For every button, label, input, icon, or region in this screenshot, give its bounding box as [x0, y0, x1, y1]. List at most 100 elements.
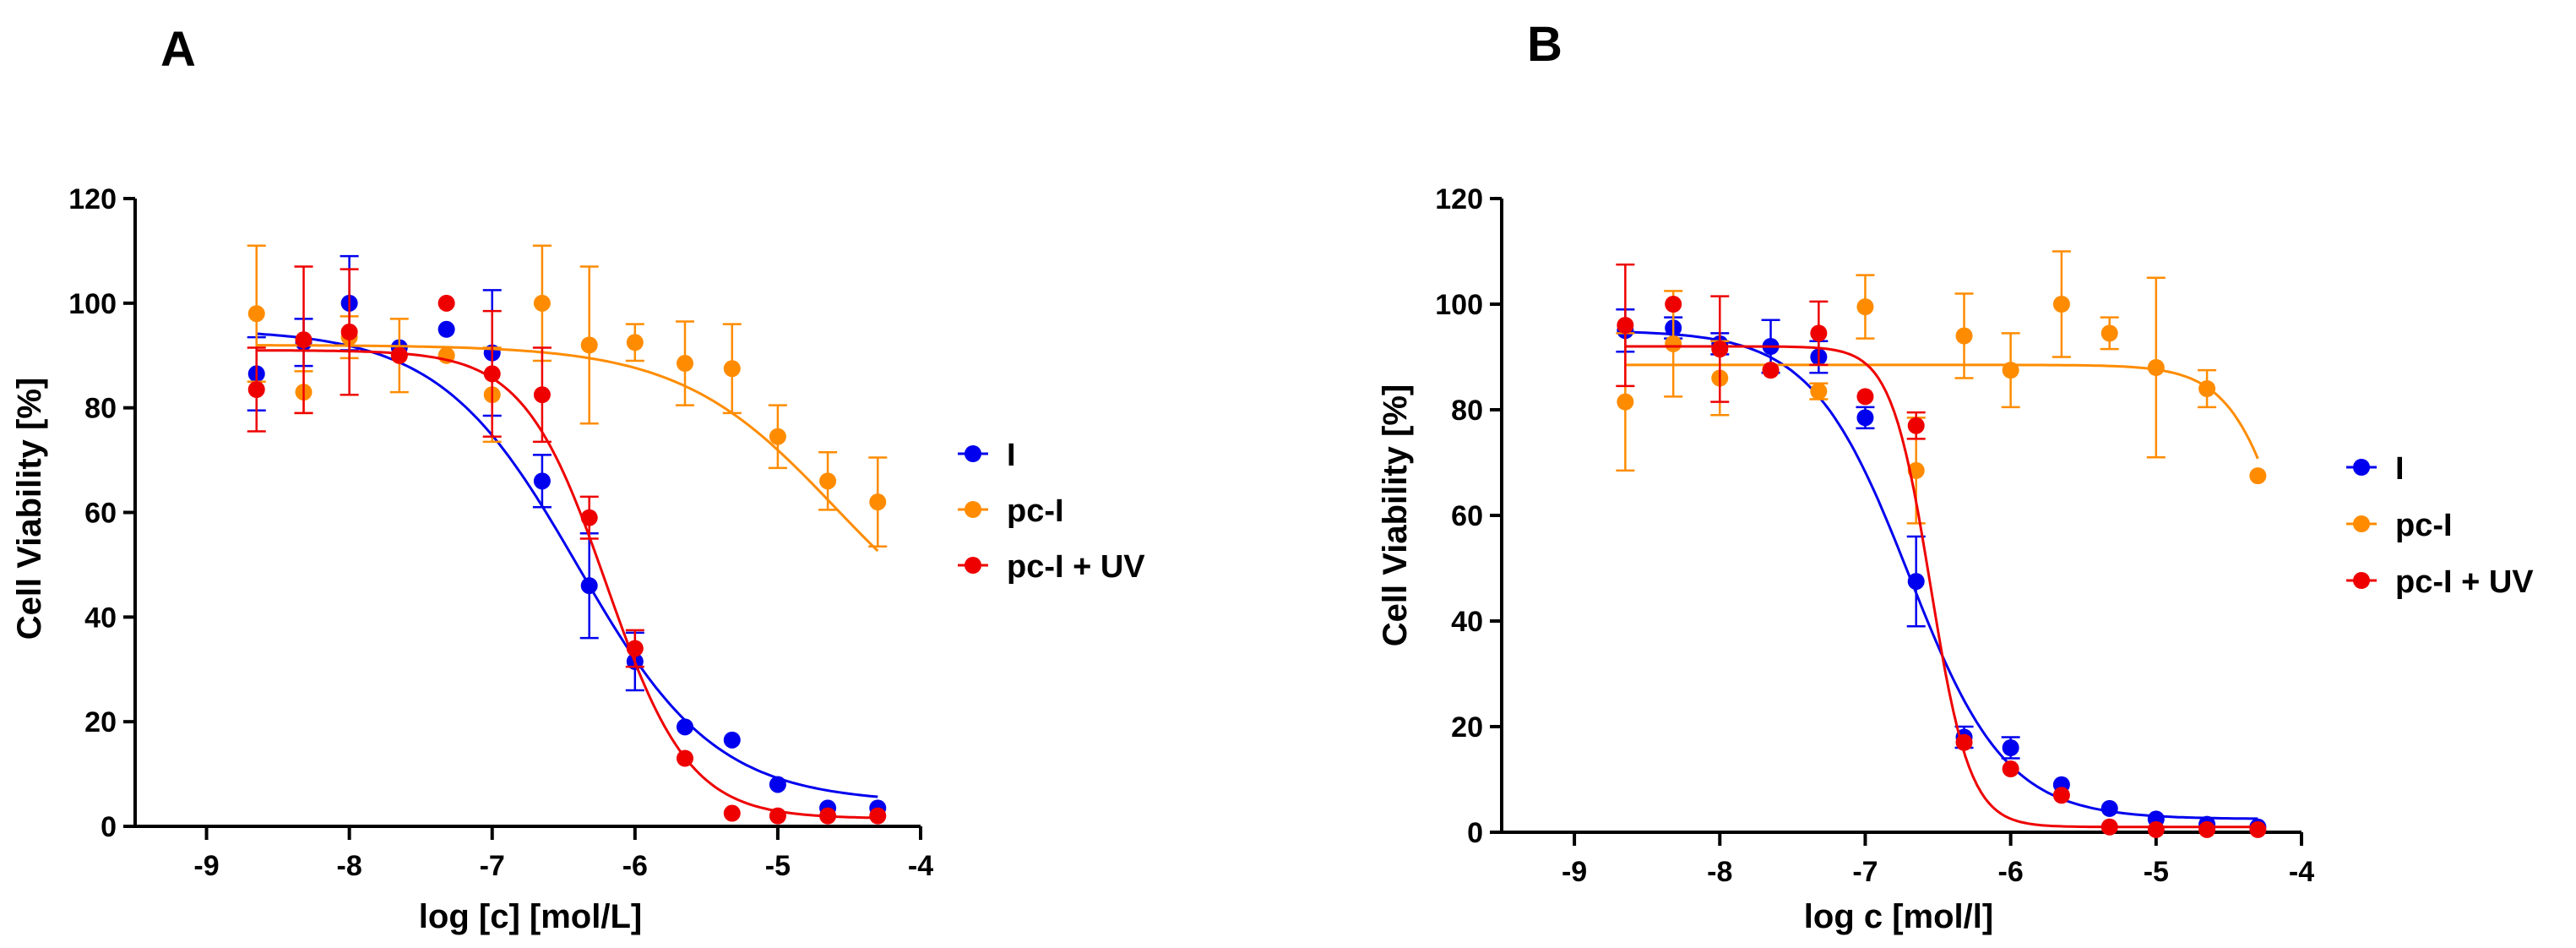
chart-a-data-point	[580, 577, 598, 595]
chart-b-x-tick-label: -6	[1998, 856, 2024, 888]
chart-a-x-tick-label: -9	[193, 850, 219, 882]
chart-a-xlabel: log [c] [mol/L]	[419, 898, 642, 935]
chart-a-data-point	[533, 472, 551, 490]
chart-a-fit-curve	[256, 332, 878, 798]
chart-a-data-point	[247, 305, 265, 323]
chart-a-data-point	[723, 804, 741, 822]
chart-a-y-tick-label: 0	[101, 811, 117, 843]
chart-b-data-point	[1617, 317, 1634, 334]
chart-b-data-point	[1907, 573, 1925, 591]
panel-label-b: B	[1527, 17, 1562, 72]
chart-b-data-point	[2100, 799, 2118, 817]
chart-b-legend-label: I	[2395, 451, 2405, 487]
chart-b-data-point	[1856, 298, 1874, 316]
chart-a-series-1: pc-I	[247, 244, 1064, 553]
chart-a-data-point	[677, 355, 693, 373]
chart-a-data-point	[295, 331, 312, 349]
chart-b-data-point	[2198, 820, 2216, 838]
chart-a: A Cell Viability [%] log [c] [mol/L] 0 20…	[11, 22, 1145, 935]
chart-b-data-point	[2002, 760, 2019, 777]
chart-a-x-tick-label: -8	[337, 850, 362, 882]
chart-b-legend-label: pc-I	[2395, 508, 2453, 543]
chart-a-data-point	[580, 336, 598, 354]
chart-a-data-point	[483, 365, 501, 383]
chart-b-data-point	[1955, 327, 1973, 345]
chart-b-x-tick-label: -8	[1707, 856, 1732, 888]
chart-b: B Cell Viability [%] log c [mol/l] 0 20 40…	[1377, 17, 2534, 935]
chart-a-x-tick-label: -4	[908, 850, 933, 882]
chart-b-fit-curve	[1625, 345, 2258, 829]
chart-a-data-point	[869, 807, 887, 825]
chart-b-series-1: pc-I	[1616, 250, 2453, 543]
chart-b-x-tick-label: -9	[1562, 856, 1587, 888]
chart-b-data-point	[1665, 335, 1682, 352]
chart-b-xlabel: log c [mol/l]	[1804, 898, 1993, 935]
chart-b-legend-label: pc-I + UV	[2395, 564, 2534, 600]
chart-a-data-point	[580, 509, 598, 526]
chart-b-ylabel: Cell Viability [%]	[1377, 384, 1414, 646]
chart-b-data-point	[1762, 362, 1780, 379]
chart-a-data-point	[677, 718, 693, 736]
chart-b-data-point	[2249, 820, 2267, 838]
chart-b-data-point	[2147, 820, 2165, 838]
chart-a-y-tick-label: 80	[84, 393, 117, 425]
chart-a-legend-marker	[965, 501, 981, 518]
chart-b-legend-marker	[2353, 572, 2370, 589]
chart-b-data-point	[1711, 341, 1729, 358]
chart-b-data-point	[2147, 359, 2165, 376]
chart-a-data-point	[769, 776, 786, 793]
chart-a-y-tick-label: 60	[84, 498, 117, 530]
chart-b-x-tick-label: -5	[2144, 856, 2169, 888]
chart-a-x-tick-label: -6	[622, 850, 648, 882]
chart-a-fit-curve	[256, 344, 879, 553]
chart-b-x-tick-label: -4	[2289, 856, 2314, 888]
chart-a-data-point	[819, 472, 837, 490]
chart-a-data-point	[677, 749, 693, 767]
chart-a-data-point	[723, 360, 741, 378]
chart-a-legend-marker	[965, 445, 981, 462]
chart-b-plot: 0 20 40 60 80 100 120 -9 -8 -7 -6 -5 -4 Ipc-I pc-I + U…	[1435, 183, 2534, 888]
chart-b-legend-marker	[2353, 515, 2370, 532]
chart-b-data-point	[1907, 417, 1925, 434]
chart-a-y-tick-label: 40	[84, 602, 117, 634]
chart-b-data-point	[2249, 467, 2267, 485]
chart-b-legend-marker	[2353, 459, 2370, 476]
chart-a-data-point	[533, 386, 551, 404]
chart-a-data-point	[869, 493, 887, 511]
chart-b-data-point	[2002, 739, 2019, 756]
chart-a-legend-marker	[965, 557, 981, 574]
chart-a-data-point	[437, 294, 455, 312]
chart-b-data-point	[2100, 324, 2118, 342]
chart-b-data-point	[2198, 380, 2216, 397]
chart-b-data-point	[1810, 324, 1828, 342]
chart-a-data-point	[723, 731, 741, 749]
chart-a-ylabel: Cell Viability [%]	[11, 378, 48, 640]
panel-label-a: A	[160, 22, 196, 77]
chart-b-series-2: pc-I + UV	[1616, 263, 2534, 838]
chart-b-data-point	[2052, 787, 2070, 804]
chart-a-data-point	[769, 428, 786, 445]
chart-a-data-point	[437, 320, 455, 338]
chart-a-x-tick-label: -7	[480, 850, 505, 882]
chart-b-data-point	[2100, 818, 2118, 836]
chart-a-data-point	[626, 334, 644, 351]
chart-a-plot: 0 20 40 60 80 100 120 -9 -8 -7 -6 -5 -4 Ipc-I pc-I + U…	[68, 183, 1145, 882]
chart-b-data-point	[1955, 733, 1973, 751]
chart-b-y-tick-label: 40	[1451, 606, 1483, 638]
chart-b-y-tick-label: 120	[1435, 183, 1483, 215]
chart-a-y-tick-label: 120	[68, 183, 117, 215]
chart-b-x-tick-label: -7	[1852, 856, 1878, 888]
chart-b-data-point	[1856, 388, 1874, 406]
chart-b-data-point	[2052, 296, 2070, 313]
chart-b-data-point	[1810, 383, 1828, 400]
chart-a-data-point	[340, 323, 358, 341]
chart-a-legend-label: I	[1007, 438, 1016, 473]
chart-b-y-tick-label: 20	[1451, 711, 1483, 744]
chart-a-series-2: pc-I + UV	[247, 265, 1145, 825]
chart-b-y-tick-label: 100	[1435, 289, 1483, 321]
chart-a-data-point	[819, 807, 837, 825]
chart-b-y-tick-label: 0	[1467, 817, 1483, 849]
chart-a-y-tick-label: 100	[68, 288, 117, 320]
chart-a-data-point	[247, 380, 265, 398]
